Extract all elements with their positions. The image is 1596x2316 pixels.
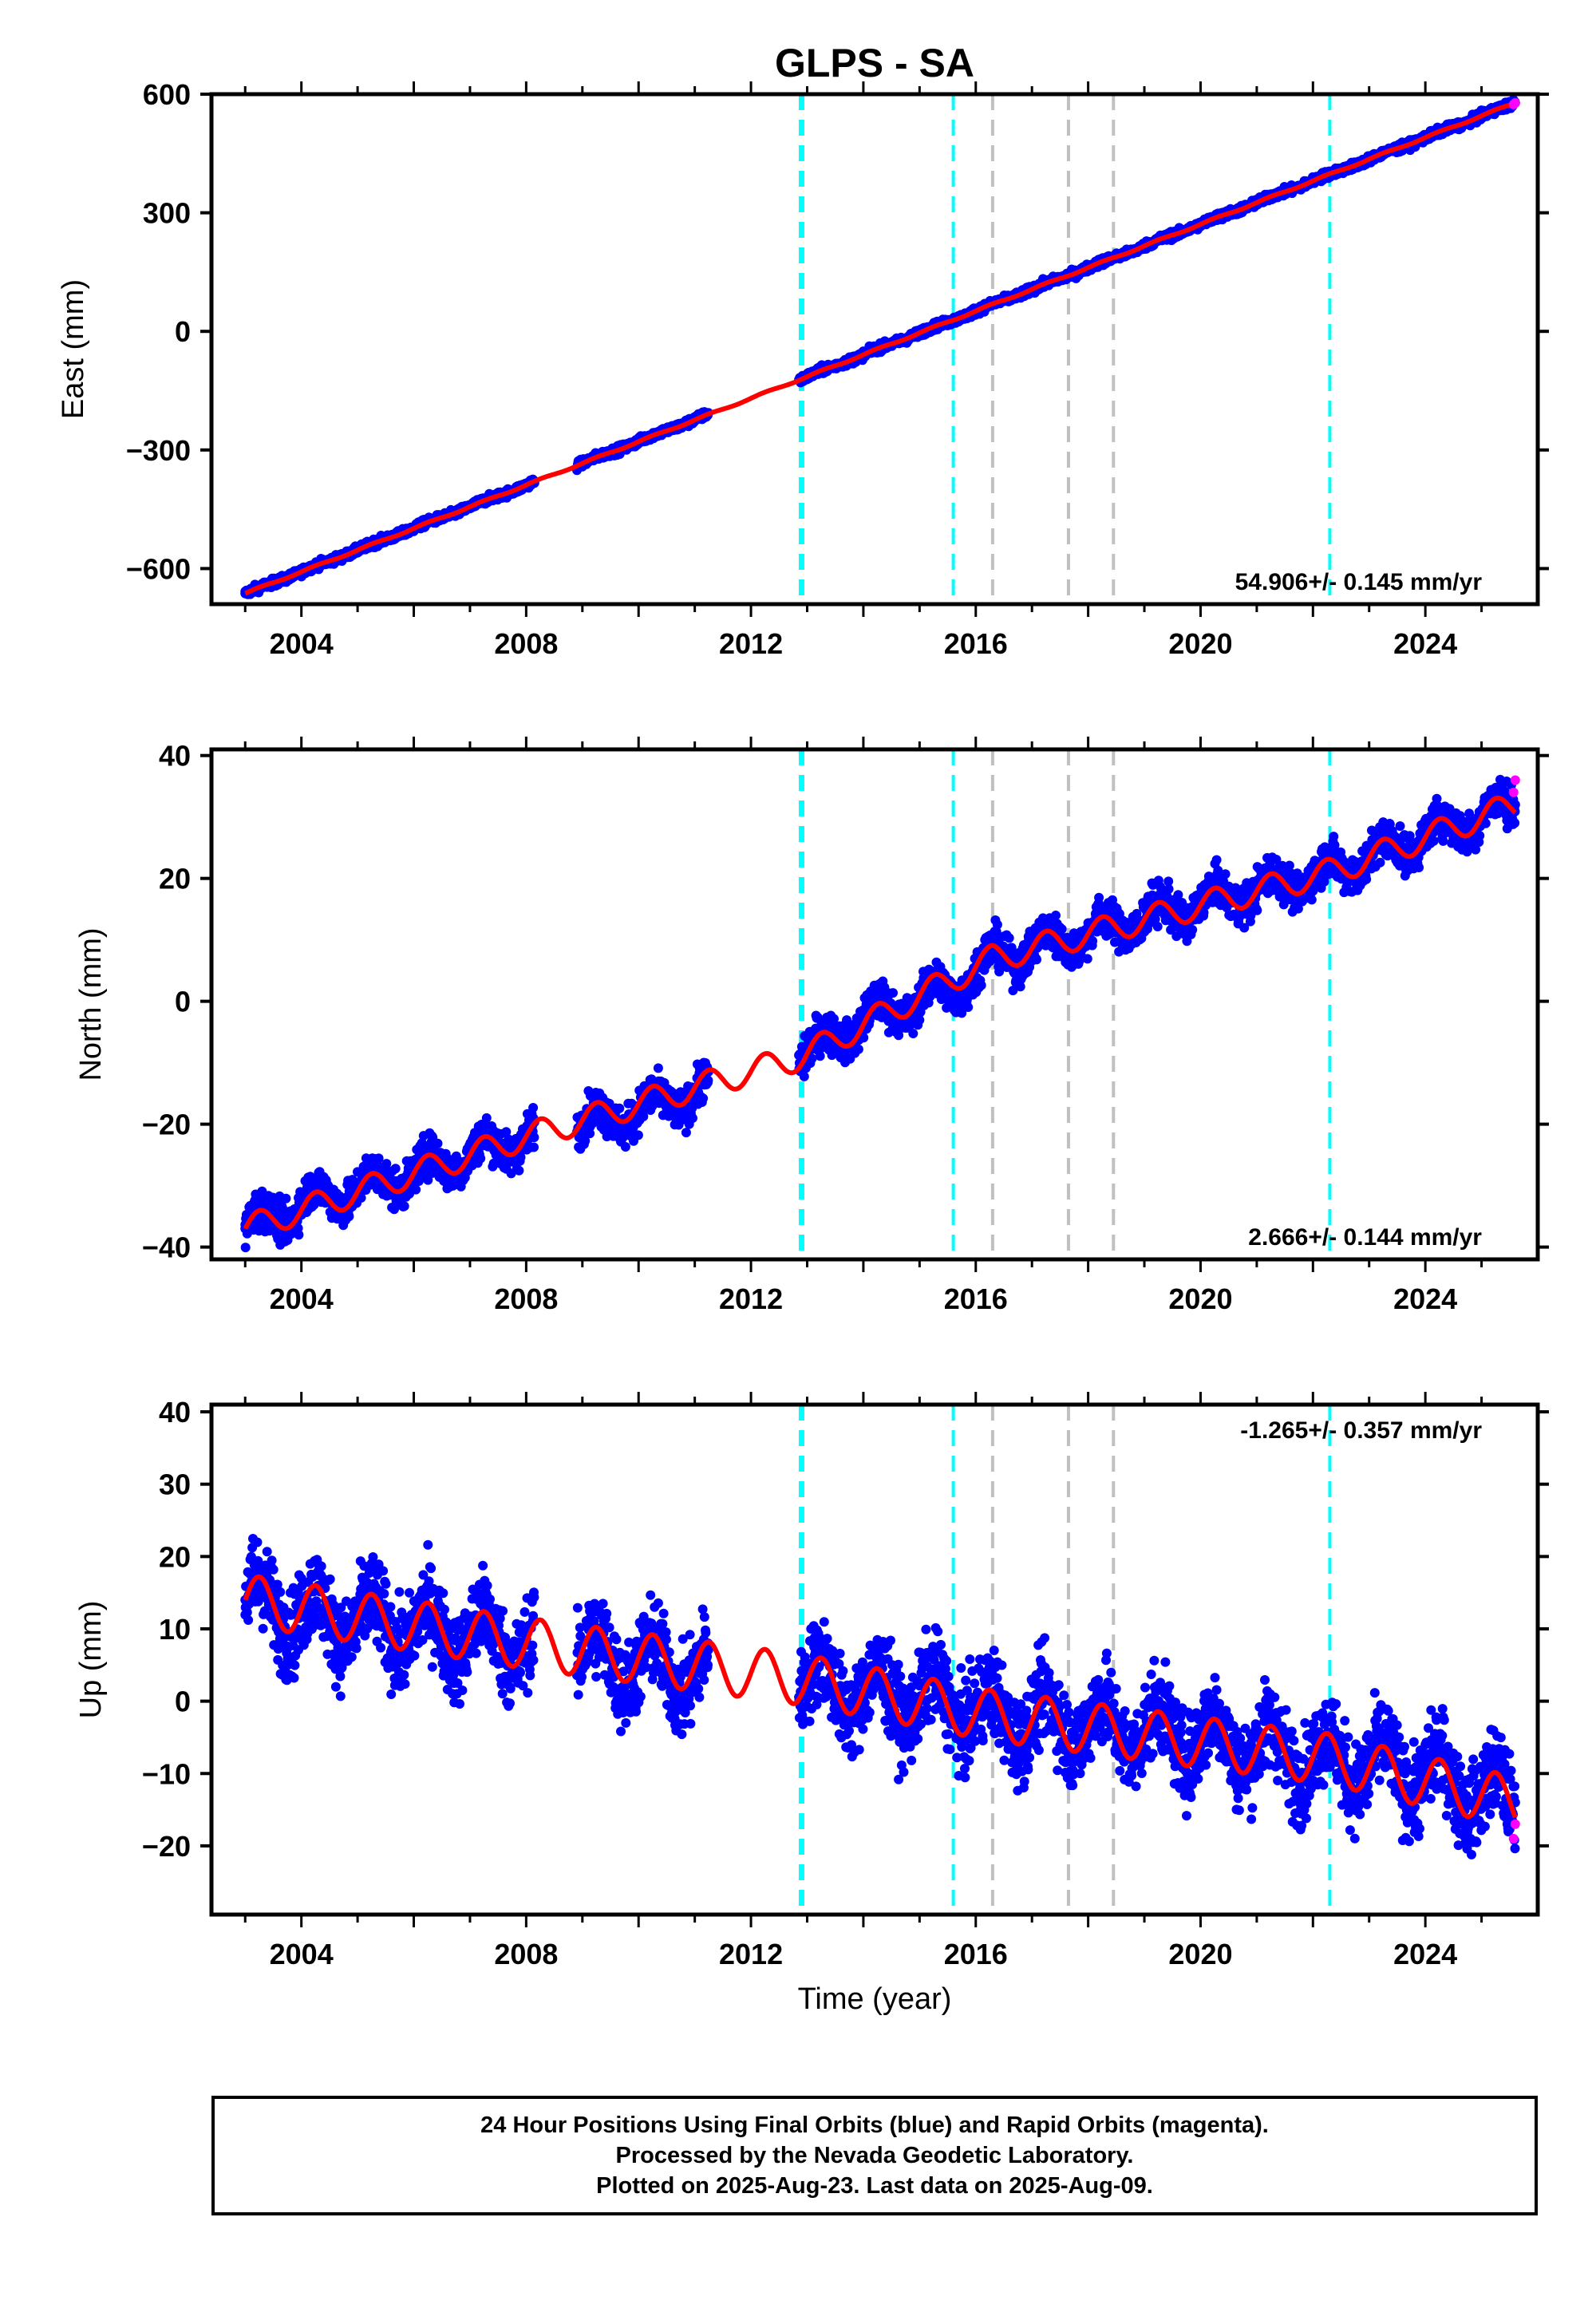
data-point [815,1051,825,1061]
data-point [633,1130,643,1140]
data-point [514,1165,524,1176]
data-point [344,1211,354,1222]
data-point [698,1093,709,1104]
x-tick-label: 2012 [719,627,783,660]
y-tick-label: 0 [175,315,191,348]
data-point [620,1142,630,1152]
x-tick-label: 2016 [944,627,1008,660]
data-point [614,1103,625,1113]
data-point [1510,97,1520,108]
y-axis-label: East (mm) [57,279,90,419]
data-point [411,1184,421,1195]
data-point [528,1103,539,1113]
data-point [653,1063,663,1073]
x-tick-label: 2008 [494,627,558,660]
y-tick-label: 600 [143,78,191,111]
data-point [476,1153,486,1164]
data-point [399,1201,409,1211]
data-point [681,1128,691,1138]
chart-title: GLPS - SA [775,41,974,85]
data-point [703,1075,713,1085]
data-point [799,1071,809,1081]
data-point [433,1138,443,1148]
data-point [240,1243,251,1253]
data-point [390,1164,401,1174]
data-point [529,1142,539,1152]
x-tick-label: 2004 [270,627,334,660]
velocity-annotation: 54.906+/- 0.145 mm/yr [1235,569,1483,595]
x-tick-label: 2020 [1168,627,1232,660]
data-point [688,1113,697,1123]
y-tick-label: 300 [143,197,191,230]
series-final-orbits [240,774,1520,1253]
y-tick-label: −300 [126,434,191,467]
data-point [481,1113,492,1123]
data-point [853,1044,863,1054]
panel-1: −600 −300 0 300 600 2004 2008 2012 2016 2020 2024 E… [57,78,1549,660]
data-point [281,1193,291,1203]
x-tick-label: 2024 [1393,627,1457,660]
data-point [294,1230,304,1240]
data-point [373,1153,384,1164]
series-model-line [244,101,1516,596]
y-tick-label: −600 [126,552,191,585]
